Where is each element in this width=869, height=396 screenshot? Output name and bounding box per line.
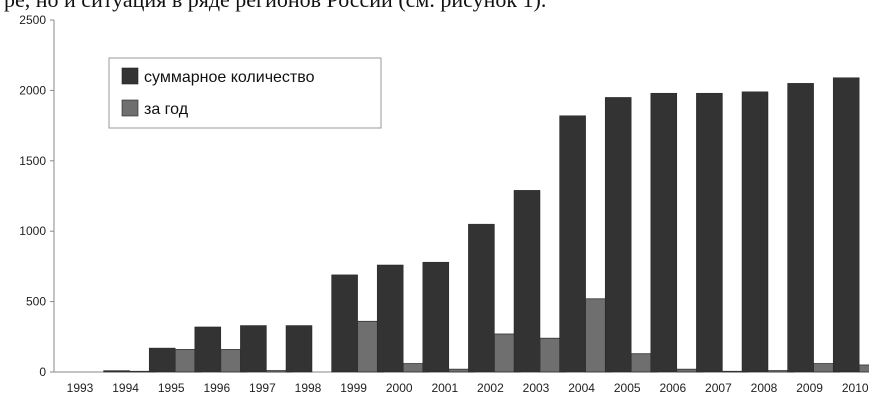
- x-tick-label: 1994: [112, 381, 139, 395]
- legend: суммарное количество за год: [108, 57, 382, 129]
- x-tick-label: 2010: [842, 381, 869, 395]
- x-tick-label: 1997: [249, 381, 276, 395]
- legend-label: за год: [144, 101, 189, 118]
- x-tick-label: 2003: [523, 381, 550, 395]
- x-tick-label: 1995: [158, 381, 185, 395]
- x-tick-label: 1996: [203, 381, 230, 395]
- y-tick-label: 0: [39, 365, 46, 379]
- bar-cumulative-2010: [832, 77, 860, 373]
- bar-cumulative-2003: [513, 190, 541, 373]
- bar-cumulative-1994: [103, 370, 130, 373]
- x-tick-label: 2007: [705, 381, 732, 395]
- legend-swatch: [121, 67, 139, 85]
- chart-bars: [103, 77, 869, 373]
- bar-cumulative-1999: [331, 274, 358, 373]
- bar-cumulative-2005: [604, 97, 632, 373]
- bar-cumulative-2000: [376, 264, 404, 373]
- y-tick-label: 500: [26, 295, 46, 309]
- legend-swatch: [121, 99, 139, 117]
- x-tick-label: 2009: [796, 381, 823, 395]
- caption-text-above-chart: ре, но и ситуация в ряде регионов России…: [4, 0, 546, 17]
- x-tick-label: 2001: [431, 381, 458, 395]
- x-tick-label: 2002: [477, 381, 504, 395]
- x-tick-label: 2005: [614, 381, 641, 395]
- x-tick-label: 1998: [295, 381, 322, 395]
- x-tick-label: 2008: [751, 381, 778, 395]
- x-tick-label: 2004: [568, 381, 595, 395]
- y-tick-label: 1000: [19, 224, 46, 238]
- x-axis-tick-labels: 1993 1994 1995 1996 1997 1998 1999 2000 2001 2002…: [67, 381, 869, 395]
- y-tick-label: 1500: [19, 154, 46, 168]
- legend-label: суммарное количество: [144, 69, 315, 86]
- bar-annual-2010: [858, 364, 869, 373]
- bar-cumulative-1998: [285, 325, 313, 373]
- bar-cumulative-2009: [787, 83, 814, 373]
- x-tick-label: 2006: [659, 381, 686, 395]
- bar-cumulative-2008: [741, 91, 769, 373]
- bar-cumulative-2001: [422, 261, 450, 373]
- x-tick-label: 1999: [340, 381, 367, 395]
- y-axis-tick-labels: 0 500 1000 1500 2000 2500: [19, 13, 54, 379]
- legend-box: [108, 57, 382, 129]
- y-tick-label: 2000: [19, 83, 46, 97]
- bar-cumulative-1997: [240, 325, 267, 373]
- bar-cumulative-1995: [148, 347, 176, 373]
- x-tick-label: 2000: [386, 381, 413, 395]
- bar-cumulative-2004: [559, 115, 586, 373]
- bar-cumulative-2006: [650, 92, 678, 373]
- bar-cumulative-1996: [194, 326, 222, 373]
- bar-cumulative-2007: [696, 92, 723, 373]
- bar-cumulative-2002: [468, 223, 495, 373]
- y-tick-label: 2500: [19, 13, 46, 27]
- x-tick-label: 1993: [67, 381, 94, 395]
